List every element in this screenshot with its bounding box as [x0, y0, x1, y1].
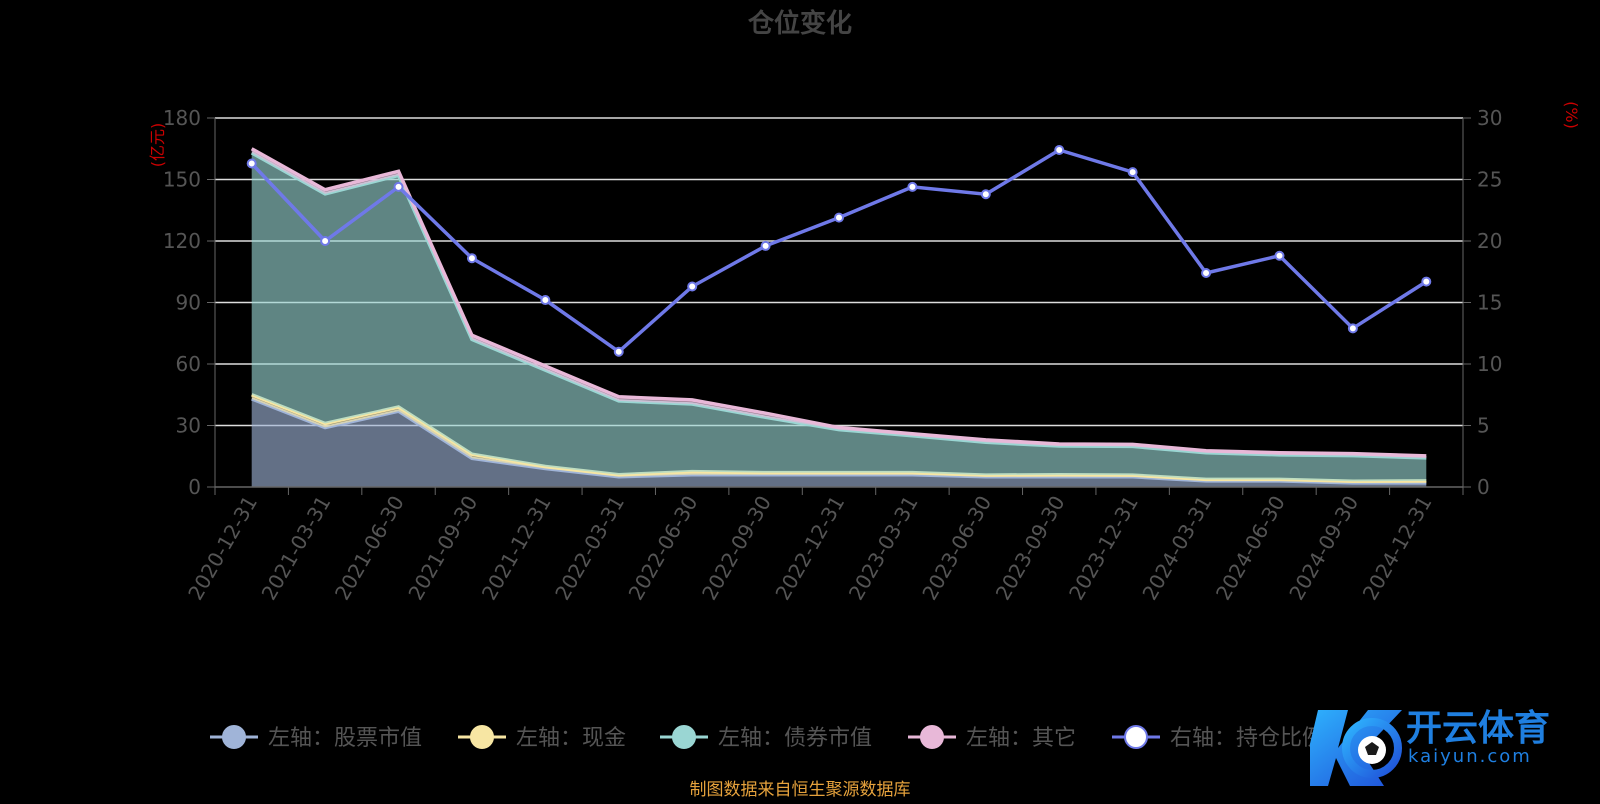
x-tick-label: 2023-09-30 [991, 492, 1070, 605]
area-stock [251, 398, 1427, 487]
ratio-point [1201, 267, 1212, 278]
x-tick-label: 2024-06-30 [1211, 492, 1290, 605]
x-tick-label: 2022-03-31 [550, 492, 629, 605]
legend-item-bond[interactable]: 左轴：债券市值 [660, 725, 872, 751]
y-right-tick-label: 5 [1477, 414, 1490, 438]
legend-swatch-dot [672, 725, 696, 749]
ratio-point [320, 236, 331, 246]
legend-label: 左轴：其它 [966, 726, 1076, 751]
y-right-tick-label: 0 [1477, 475, 1490, 499]
legend[interactable]: 左轴：股票市值 左轴：现金 左轴：债券市值 左轴：其它 右轴：持仓比例 [210, 725, 1324, 751]
x-tick-label: 2022-12-31 [770, 492, 849, 605]
ratio-point [760, 240, 771, 251]
ratio-point [1054, 144, 1065, 155]
x-tick-label: 2022-06-30 [624, 492, 703, 605]
ratio-point [907, 181, 918, 192]
legend-swatch-dot [920, 725, 944, 749]
y-left-tick-label: 30 [176, 414, 201, 438]
svg-text:kaiyun.com: kaiyun.com [1408, 746, 1532, 767]
legend-swatch-dot [470, 725, 494, 749]
svg-text:开云体育: 开云体育 [1406, 708, 1550, 749]
chart-title: 仓位变化 [747, 8, 852, 39]
ratio-point [246, 158, 257, 169]
legend-item-stock[interactable]: 左轴：股票市值 [210, 725, 422, 751]
y-left-tick-label: 60 [176, 352, 201, 376]
y-left-tick-label: 0 [188, 475, 201, 499]
legend-swatch-dot [222, 725, 246, 749]
legend-item-cash[interactable]: 左轴：现金 [458, 725, 626, 751]
area-layer [250, 147, 1427, 487]
x-tick-label: 2022-09-30 [697, 492, 776, 605]
left-axis-unit: (亿元) [148, 123, 167, 168]
area-bond [251, 152, 1427, 482]
x-tick-label: 2024-03-31 [1137, 492, 1216, 605]
right-axis-unit: (%) [1562, 101, 1581, 129]
y-left-tick-label: 150 [163, 168, 201, 192]
legend-item-ratio[interactable]: 右轴：持仓比例 [1112, 725, 1324, 751]
ratio-point [1347, 323, 1358, 334]
legend-item-other[interactable]: 左轴：其它 [908, 725, 1076, 751]
x-tick-label: 2023-12-31 [1064, 492, 1143, 605]
x-tick-label: 2021-03-31 [257, 492, 336, 605]
line-other [250, 147, 1427, 458]
ratio-point [466, 253, 477, 264]
y-right-tick-label: 20 [1477, 229, 1502, 253]
y-right-tick-label: 25 [1477, 168, 1502, 192]
x-tick-label: 2021-12-31 [477, 492, 556, 605]
legend-label: 右轴：持仓比例 [1170, 726, 1324, 751]
x-tick-label: 2023-03-31 [844, 492, 923, 605]
ratio-point [393, 181, 404, 192]
ratio-point [1274, 250, 1285, 261]
x-tick-label: 2024-12-31 [1358, 492, 1437, 605]
y-right-tick-label: 30 [1477, 106, 1502, 130]
y-right-tick-label: 10 [1477, 352, 1502, 376]
y-left-tick-label: 120 [163, 229, 201, 253]
legend-swatch-dot [1124, 725, 1148, 749]
legend-label: 左轴：债券市值 [718, 726, 872, 751]
ratio-point [1127, 167, 1138, 178]
ratio-point [540, 295, 551, 306]
x-tick-label: 2023-06-30 [917, 491, 996, 604]
data-source-note: 制图数据来自恒生聚源数据库 [690, 780, 911, 800]
x-tick-label: 2021-09-30 [403, 492, 482, 605]
kaiyun-logo: 开云体育 kaiyun.com [1300, 700, 1600, 790]
x-tick-label: 2024-09-30 [1284, 492, 1363, 605]
x-tick-label: 2021-06-30 [330, 492, 409, 605]
legend-label: 左轴：现金 [516, 726, 626, 751]
line-layer [246, 144, 1432, 357]
ratio-point [1421, 276, 1432, 287]
ratio-point [687, 281, 698, 292]
y-left-tick-label: 90 [176, 291, 201, 315]
ratio-point [834, 212, 844, 223]
y-left-tick-label: 180 [163, 106, 201, 130]
ratio-point [980, 189, 991, 200]
ratio-point [613, 346, 624, 357]
x-tick-label: 2020-12-31 [183, 492, 262, 605]
y-right-tick-label: 15 [1477, 291, 1502, 315]
legend-label: 左轴：股票市值 [268, 726, 422, 751]
